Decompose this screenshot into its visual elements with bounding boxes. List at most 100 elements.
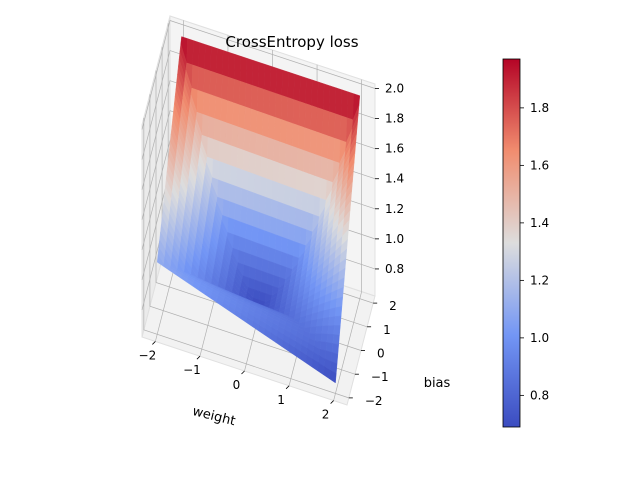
- surface-facet: [223, 181, 231, 202]
- surface-facet: [289, 187, 297, 209]
- surface-facet: [299, 227, 307, 246]
- surface-facet: [273, 262, 281, 278]
- surface-facet: [279, 119, 288, 145]
- surface-facet: [273, 116, 282, 143]
- x-gridline: [333, 79, 362, 401]
- surface-facet: [248, 266, 257, 281]
- surface-facet: [319, 177, 328, 201]
- surface-facet: [234, 203, 242, 223]
- axis-ticks: −2 −1 0 1 2 −2 −1 0 1 2 0.8 1.0 1.2 1.4 1.6 1.8 2.0: [139, 82, 405, 422]
- surface-facet: [281, 69, 289, 98]
- surface-facet: [290, 145, 299, 170]
- surface-facet: [261, 258, 269, 274]
- y-tick-label: 1: [383, 323, 391, 337]
- surface-facet: [262, 244, 270, 262]
- surface-facet: [257, 61, 265, 90]
- surface-facet: [328, 111, 336, 139]
- surface-facet: [272, 160, 280, 184]
- surface-facet: [334, 306, 343, 317]
- surface-facet: [327, 135, 335, 162]
- z-tick-label: 1.2: [385, 202, 404, 216]
- surface-facet: [297, 125, 305, 151]
- y-tick-label: −2: [365, 394, 383, 408]
- surface-facet: [298, 101, 306, 128]
- surface-facet: [288, 205, 296, 226]
- surface-facet: [252, 209, 260, 229]
- surface-facet: [228, 52, 236, 80]
- surface-facet: [229, 165, 238, 187]
- surface-facet: [225, 122, 233, 147]
- surface-facet: [228, 201, 236, 220]
- surface-facet: [209, 70, 217, 97]
- surface-facet: [244, 238, 252, 255]
- surface-facet: [275, 234, 283, 252]
- surface-facet: [321, 133, 329, 160]
- surface-facet: [281, 220, 289, 240]
- surface-facet: [292, 99, 300, 126]
- surface-facet: [306, 212, 314, 233]
- surface-facet: [263, 214, 272, 233]
- surface-facet: [309, 326, 317, 334]
- surface-facet: [316, 107, 324, 135]
- surface-facet: [242, 149, 250, 173]
- y-axis-label: bias: [424, 376, 451, 391]
- surface-facet: [323, 308, 331, 319]
- surface-facet: [268, 247, 276, 264]
- surface-facet: [340, 115, 348, 143]
- surface-facet: [237, 249, 245, 265]
- colorbar-tick-label: 1.0: [530, 331, 549, 345]
- surface-facet: [302, 171, 310, 195]
- surface-facet: [236, 147, 244, 171]
- surface-facet: [202, 91, 210, 117]
- colorbar-tick-label: 1.6: [530, 158, 549, 172]
- surface-facet: [208, 94, 216, 119]
- surface-facet: [293, 73, 301, 102]
- z-tick-label: 1.4: [385, 172, 404, 186]
- surface-facet: [232, 102, 240, 128]
- surface-facet: [292, 241, 301, 259]
- surface-facet: [315, 325, 323, 334]
- surface-facet: [286, 253, 294, 270]
- colorbar-gradient: [502, 58, 521, 428]
- surface-facet: [233, 219, 241, 237]
- surface-facet: [238, 104, 246, 130]
- surface-facet: [251, 59, 259, 88]
- surface-facet: [320, 156, 328, 181]
- surface-facet: [226, 100, 234, 126]
- surface-facet: [250, 240, 258, 257]
- surface-facet: [237, 126, 245, 151]
- surface-facet: [217, 179, 225, 200]
- surface-facet: [275, 67, 283, 96]
- surface-facet: [257, 228, 265, 246]
- surface-facet: [262, 112, 270, 138]
- surface-facet: [327, 325, 335, 335]
- x-tick-mark: [196, 355, 201, 360]
- surface-facet: [240, 205, 248, 225]
- surface-facet: [340, 89, 349, 119]
- surface-facet: [303, 127, 311, 153]
- surface-facet: [276, 201, 284, 222]
- surface-facet: [275, 218, 284, 238]
- x-tick-mark: [152, 341, 156, 345]
- surface-facet: [290, 167, 298, 190]
- surface-facet: [329, 307, 337, 318]
- surface-facet: [271, 180, 279, 202]
- x-axis-label: weight: [191, 404, 237, 429]
- surface-facet: [262, 89, 271, 116]
- surface-facet: [311, 79, 319, 108]
- surface-facet: [280, 95, 288, 122]
- surface-facet: [215, 72, 223, 99]
- surface-facet: [317, 81, 325, 110]
- surface-facet: [285, 121, 294, 147]
- surface-facet: [196, 89, 204, 115]
- surface-facet: [319, 341, 328, 351]
- y-tick-label: 0: [377, 347, 385, 361]
- surface-facet: [260, 270, 268, 285]
- surface-facet: [233, 78, 241, 105]
- surface-facet: [273, 139, 281, 164]
- surface-facet: [346, 91, 355, 121]
- surface-facet: [203, 68, 211, 95]
- surface-facet: [269, 216, 278, 236]
- surface-facet: [293, 225, 301, 244]
- surface-facet: [213, 118, 221, 142]
